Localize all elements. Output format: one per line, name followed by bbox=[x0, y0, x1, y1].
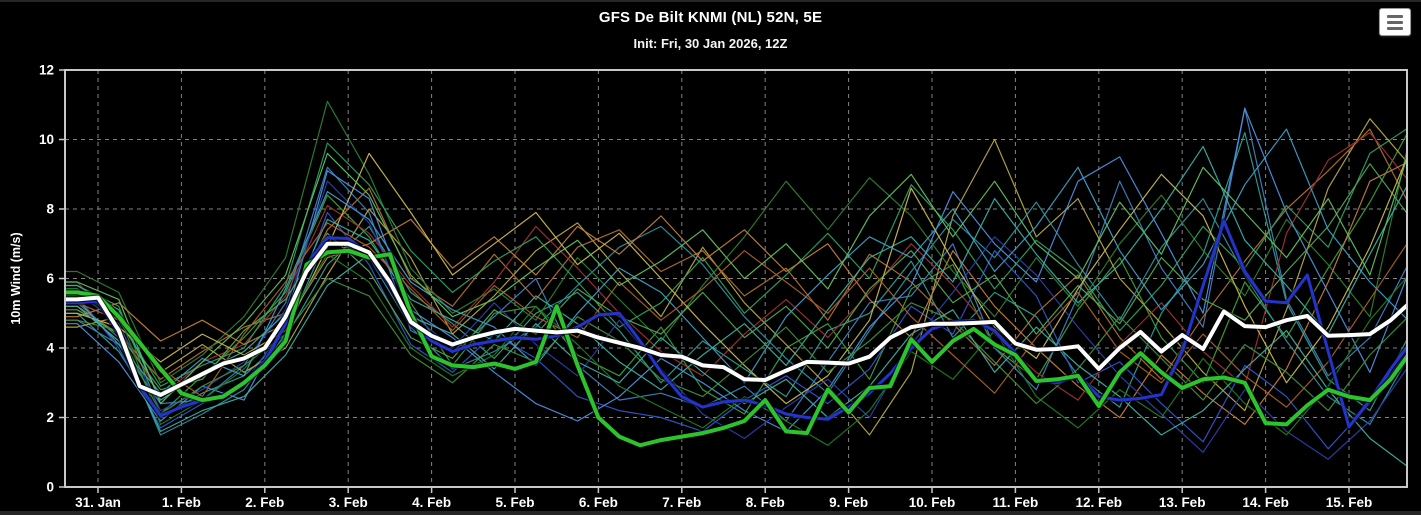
y-tick-label: 8 bbox=[46, 202, 54, 217]
ensemble-mean-line bbox=[65, 241, 1407, 397]
x-tick-label: 3. Feb bbox=[329, 495, 368, 510]
axis-ticks bbox=[59, 69, 1350, 493]
ensemble-member-line bbox=[65, 118, 1407, 436]
x-tick-label: 10. Feb bbox=[909, 495, 956, 510]
x-tick-label: 4. Feb bbox=[412, 495, 451, 510]
x-tick-label: 6. Feb bbox=[579, 495, 618, 510]
top-edge-strip bbox=[0, 0, 1421, 2]
ensemble-member-line bbox=[65, 100, 1407, 384]
operational-run-line bbox=[65, 248, 1407, 448]
ensemble-member-line bbox=[65, 127, 1407, 387]
y-tick-label: 12 bbox=[39, 63, 54, 78]
x-tick-label: 7. Feb bbox=[662, 495, 701, 510]
x-tick-label: 11. Feb bbox=[993, 495, 1039, 510]
chart-context-menu-button[interactable] bbox=[1379, 8, 1411, 36]
y-tick-label: 2 bbox=[46, 410, 54, 425]
x-tick-label: 13. Feb bbox=[1159, 495, 1206, 510]
ensemble-member-line bbox=[65, 163, 1407, 391]
x-tick-label: 5. Feb bbox=[495, 495, 534, 510]
bottom-edge-strip bbox=[0, 511, 1421, 515]
ensemble-member-line bbox=[65, 132, 1407, 401]
x-tick-label: 8. Feb bbox=[746, 495, 785, 510]
x-tick-label: 12. Feb bbox=[1076, 495, 1123, 510]
x-tick-label: 15. Feb bbox=[1326, 495, 1373, 510]
ensemble-member-line bbox=[65, 161, 1407, 425]
ensemble-member-line bbox=[65, 152, 1407, 405]
x-tick-label: 14. Feb bbox=[1242, 495, 1289, 510]
x-tick-label: 1. Feb bbox=[162, 495, 201, 510]
y-axis-title: 10m Wind (m/s) bbox=[9, 232, 23, 324]
x-tick-label: 2. Feb bbox=[245, 495, 284, 510]
y-tick-label: 6 bbox=[46, 271, 54, 286]
axis-labels: 0 2 4 6 8 10 12 31. Jan 1. Feb 2. Feb 3. Feb 4. Feb… bbox=[9, 63, 1372, 511]
y-tick-label: 0 bbox=[46, 480, 54, 495]
ensemble-member-line bbox=[65, 253, 1407, 467]
y-tick-label: 10 bbox=[39, 132, 54, 147]
plot-area bbox=[65, 100, 1407, 467]
ensemble-member-line bbox=[65, 222, 1407, 408]
ensemble-member-line bbox=[65, 128, 1407, 394]
y-tick-label: 4 bbox=[46, 341, 54, 356]
x-tick-label: 31. Jan bbox=[75, 495, 121, 510]
x-tick-label: 9. Feb bbox=[829, 495, 868, 510]
